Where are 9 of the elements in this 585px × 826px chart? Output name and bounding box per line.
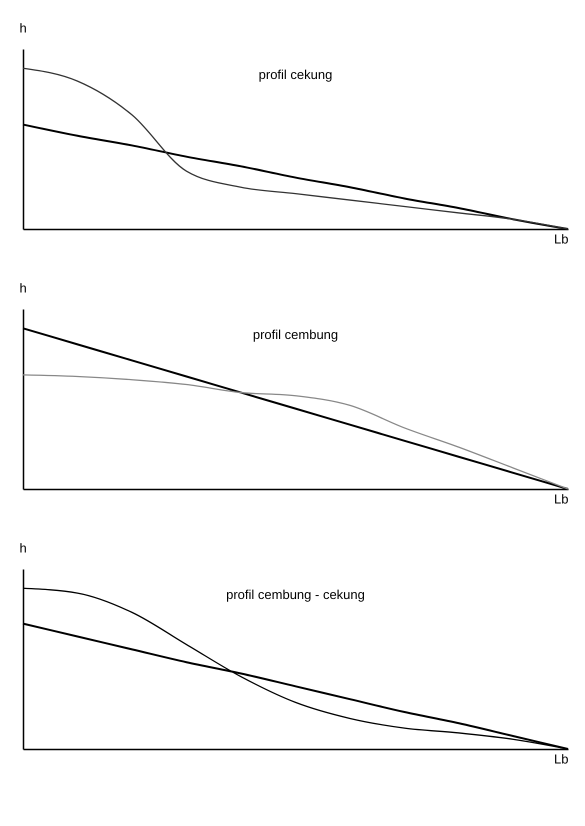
y-axis-title: h	[20, 20, 27, 36]
chart-title: profil cekung	[258, 67, 332, 82]
x-axis-title: Lb	[554, 232, 568, 246]
x-axis-title: Lb	[554, 492, 568, 506]
y-axis-title: h	[20, 540, 27, 556]
chart-title: profil cembung	[252, 327, 338, 342]
chart-title: profil cembung - cekung	[226, 587, 365, 602]
x-axis-title: Lb	[554, 752, 568, 766]
y-axis-title: h	[20, 280, 27, 296]
